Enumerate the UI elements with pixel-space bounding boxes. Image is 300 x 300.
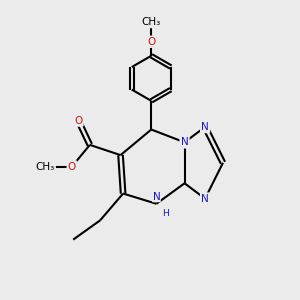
Text: N: N <box>181 137 188 147</box>
Text: H: H <box>162 209 169 218</box>
Text: N: N <box>152 192 160 202</box>
Text: N: N <box>201 122 209 132</box>
Text: CH₃: CH₃ <box>35 162 55 172</box>
Text: CH₃: CH₃ <box>142 17 161 27</box>
Text: O: O <box>147 37 155 47</box>
Text: O: O <box>74 116 82 126</box>
Text: N: N <box>201 194 209 204</box>
Text: O: O <box>68 162 76 172</box>
